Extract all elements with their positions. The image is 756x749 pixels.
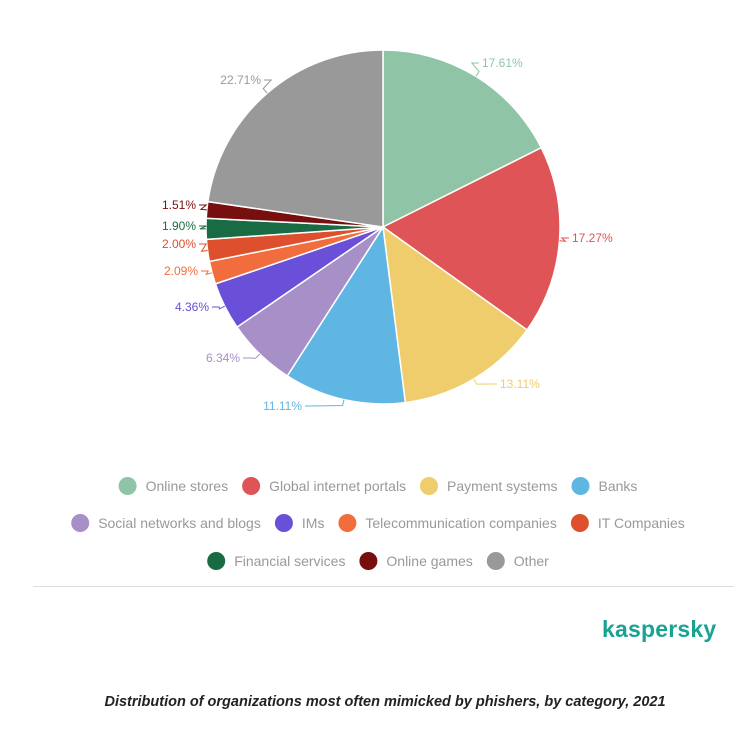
legend-item-social-networks-and-blogs: Social networks and blogs [71,514,261,532]
data-label-financial-services: 1.90% [162,219,196,233]
chart-legend: Online stores Global internet portals Paym… [71,477,685,570]
chart-caption: Distribution of organizations most often… [104,694,666,710]
data-label-other: 22.71% [220,73,261,87]
divider [33,586,734,587]
pie-slice-global-internet-portals [381,146,561,331]
leader-line-other [262,79,273,94]
data-label-social-networks-and-blogs: 6.34% [206,351,240,365]
pie-slice-other [206,49,384,228]
leader-line-ims [212,305,225,310]
legend-item-other: Other [486,552,549,570]
leader-line-global-internet-portals [559,237,569,242]
legend-item-it-companies: IT Companies [570,514,685,532]
legend-label: IMs [302,515,325,531]
legend-swatch [118,477,137,495]
leader-line-telecommunication-companies [201,270,213,276]
legend-item-telecommunication-companies: Telecommunication companies [338,514,557,532]
data-label-online-games: 1.51% [162,198,196,212]
data-label-global-internet-portals: 17.27% [572,231,613,245]
pie-slice-payment-systems [382,225,529,404]
pie-chart: 17.61% 17.27% 13.11% 11.11% 6.34% 4.36% 2.09% 2… [71,49,685,570]
data-label-online-stores: 17.61% [482,56,523,70]
legend-swatch [274,514,293,532]
leader-line-financial-services [199,225,207,230]
leader-line-social-networks-and-blogs [243,353,261,359]
data-label-ims: 4.36% [175,300,209,314]
legend-item-ims: IMs [274,514,325,532]
data-label-banks: 11.11% [263,399,302,413]
data-label-it-companies: 2.00% [162,237,196,251]
legend-swatch [570,514,589,532]
legend-swatch [242,477,261,495]
legend-swatch [359,552,378,570]
legend-label: Other [514,553,549,569]
legend-swatch [71,514,90,532]
pie-labels: 17.61% 17.27% 13.11% 11.11% 6.34% 4.36% 2.09% 2… [162,56,613,413]
brand-logo: kaspersky [602,616,717,642]
legend-swatch [486,552,505,570]
legend-swatch [207,552,226,570]
leader-line-online-stores [470,62,480,77]
legend-item-online-stores: Online stores [118,477,228,495]
leader-line-payment-systems [473,378,497,385]
legend-label: Banks [599,478,638,494]
data-label-payment-systems: 13.11% [500,377,540,391]
legend-item-global-internet-portals: Global internet portals [242,477,406,495]
pie-slice-online-stores [382,49,543,229]
legend-item-online-games: Online games [359,552,473,570]
legend-swatch [420,477,438,495]
pie-slices [205,49,561,405]
legend-item-payment-systems: Payment systems [420,477,557,495]
legend-item-financial-services: Financial services [207,552,345,570]
legend-label: Payment systems [447,478,557,494]
leader-line-it-companies [199,243,208,252]
legend-label: Online games [386,553,472,569]
data-label-telecommunication-companies: 2.09% [164,264,198,278]
legend-label: IT Companies [598,515,685,531]
leader-line-online-games [199,204,208,211]
legend-label: Global internet portals [269,478,406,494]
legend-label: Telecommunication companies [365,515,556,531]
leader-line-banks [305,399,345,407]
legend-label: Online stores [146,478,228,494]
legend-item-banks: Banks [571,477,638,495]
legend-swatch [571,477,590,495]
legend-swatch [338,514,357,532]
legend-label: Social networks and blogs [98,515,261,531]
legend-label: Financial services [234,553,345,569]
